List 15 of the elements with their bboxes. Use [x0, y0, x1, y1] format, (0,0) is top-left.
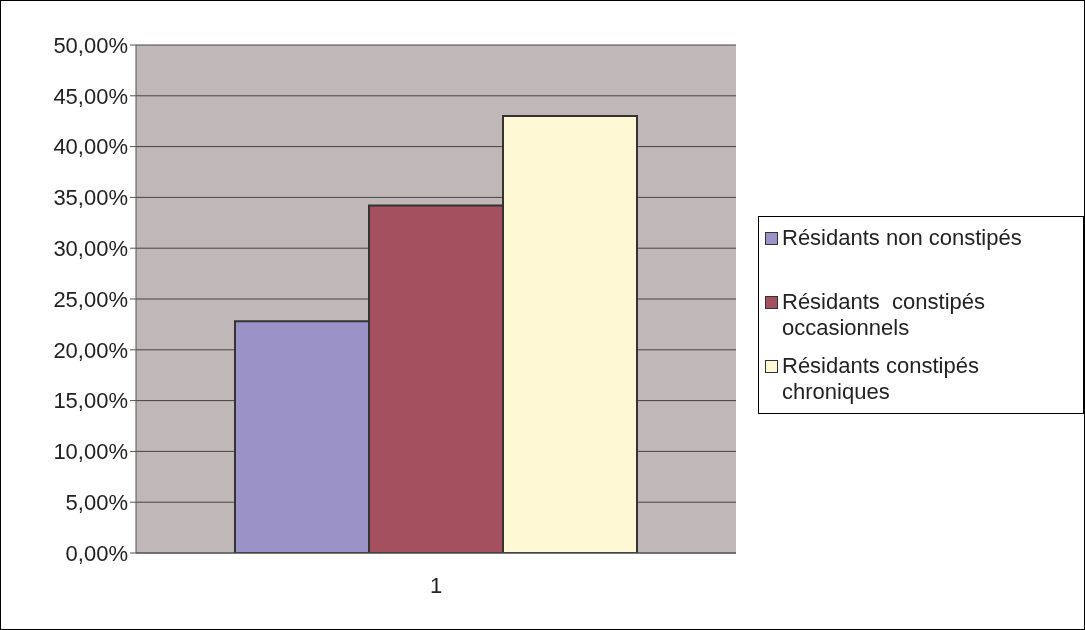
x-tick-label: 1 [429, 572, 443, 598]
y-tick-label: 5,00% [65, 490, 128, 516]
y-tick-label: 15,00% [53, 388, 128, 414]
y-tick-label: 40,00% [53, 134, 128, 160]
y-tick-label: 35,00% [53, 185, 128, 211]
y-tick-label: 45,00% [53, 83, 128, 109]
y-tick-label: 50,00% [53, 32, 128, 58]
y-tick-label: 10,00% [53, 439, 128, 465]
y-tick-label: 25,00% [53, 286, 128, 312]
legend-label: Résidants constipés chroniques [782, 353, 980, 405]
legend-label: Résidants non constipés [782, 225, 1023, 251]
y-tick-label: 0,00% [65, 540, 128, 566]
y-tick-label: 20,00% [53, 337, 128, 363]
y-tick-label: 30,00% [53, 236, 128, 262]
legend-label: Résidants constipés occasionnels [782, 289, 986, 341]
